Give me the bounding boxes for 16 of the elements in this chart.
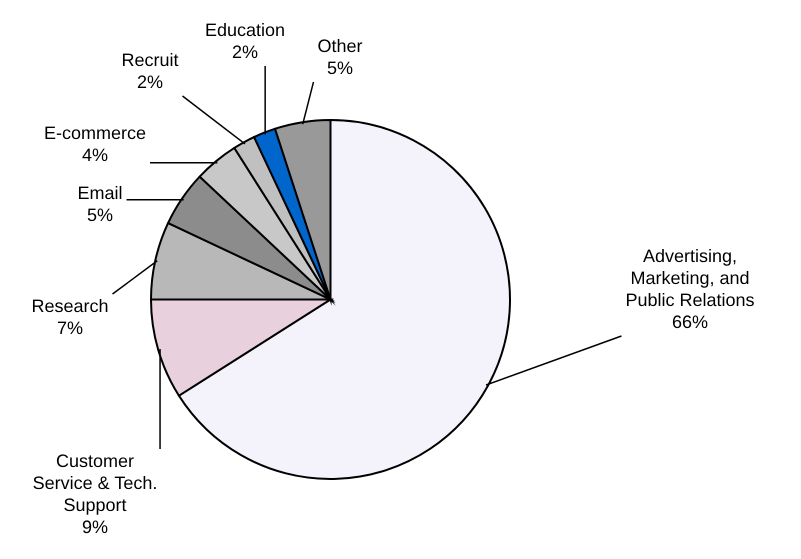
data-label: 2% [232,42,258,62]
data-label: 66% [672,312,708,332]
data-label: 7% [56,318,84,338]
slice-label: Advertising, Marketing, and Public Relations [625,246,755,310]
slice-label: E-commerce [44,122,146,143]
slice-label: Customer Service & Tech. Support [32,450,158,515]
data-label: 4% [82,144,108,165]
data-label: 2% [136,72,164,92]
slice-label: Education [204,20,286,40]
slice-label: Other [317,36,363,56]
slice-label: Recruit [121,50,179,70]
data-label: 9% [82,516,108,537]
slice-label: Research [31,296,109,316]
data-label: 5% [326,58,354,78]
data-label: 5% [86,204,114,225]
slice-label: Email [77,182,123,203]
